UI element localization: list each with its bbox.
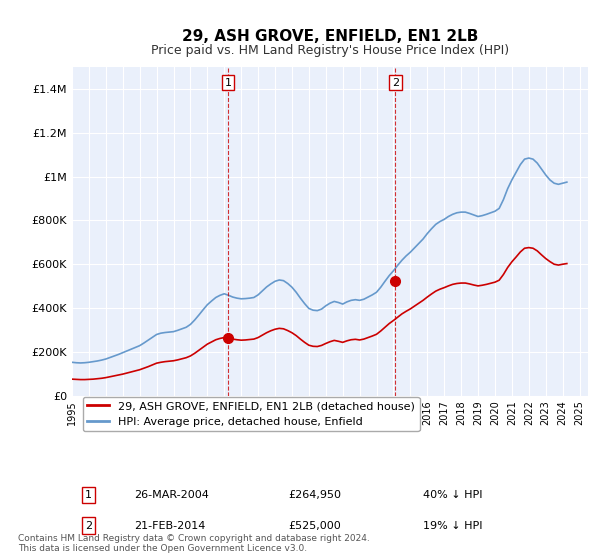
Text: 2: 2 <box>392 77 399 87</box>
Text: £525,000: £525,000 <box>289 521 341 531</box>
Legend: 29, ASH GROVE, ENFIELD, EN1 2LB (detached house), HPI: Average price, detached h: 29, ASH GROVE, ENFIELD, EN1 2LB (detache… <box>83 396 419 431</box>
Text: Price paid vs. HM Land Registry's House Price Index (HPI): Price paid vs. HM Land Registry's House … <box>151 44 509 57</box>
Text: 1: 1 <box>85 490 92 500</box>
Text: 29, ASH GROVE, ENFIELD, EN1 2LB: 29, ASH GROVE, ENFIELD, EN1 2LB <box>182 29 478 44</box>
Text: £264,950: £264,950 <box>289 490 342 500</box>
Text: 19% ↓ HPI: 19% ↓ HPI <box>423 521 482 531</box>
Text: 26-MAR-2004: 26-MAR-2004 <box>134 490 209 500</box>
Text: 40% ↓ HPI: 40% ↓ HPI <box>423 490 482 500</box>
Text: Contains HM Land Registry data © Crown copyright and database right 2024.
This d: Contains HM Land Registry data © Crown c… <box>18 534 370 553</box>
Text: 21-FEB-2014: 21-FEB-2014 <box>134 521 205 531</box>
Text: 2: 2 <box>85 521 92 531</box>
Text: 1: 1 <box>224 77 232 87</box>
